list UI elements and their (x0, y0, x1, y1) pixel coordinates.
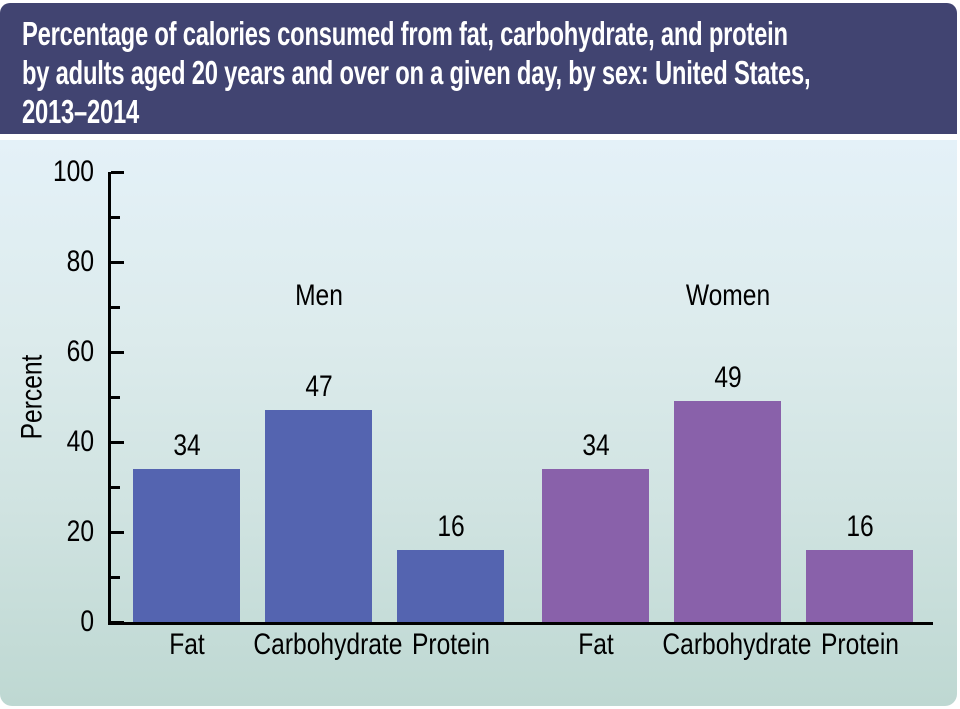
y-major-tick-100 (111, 171, 124, 174)
value-label-men-protein: 16 (436, 510, 465, 543)
bar-men-protein (397, 550, 504, 622)
category-label-women-carbohydrate: Carbohydrate (661, 628, 811, 661)
y-tick-label-0: 0 (80, 605, 94, 638)
y-tick-label-100: 100 (52, 155, 94, 188)
figure-title-line-1: Percentage of calories consumed from fat… (22, 15, 788, 52)
category-label-men-fat: Fat (168, 628, 205, 661)
band-divider (0, 134, 957, 140)
bar-men-fat (133, 469, 240, 622)
chart-panel: Percent 0 20 40 60 80 100 34 Fat 47 Carbohydrate 1… (0, 140, 957, 706)
figure-title-band: Percentage of calories consumed from fat… (0, 3, 957, 134)
y-tick-label-20: 20 (66, 515, 94, 548)
y-major-tick-0 (111, 621, 124, 624)
value-label-men-carbohydrate: 47 (304, 370, 333, 403)
bar-women-fat (542, 469, 649, 622)
y-axis-line (108, 172, 111, 625)
series-label-men: Men (294, 279, 343, 312)
y-major-tick-80 (111, 261, 124, 264)
series-label-women: Women (685, 279, 770, 312)
category-label-men-protein: Protein (411, 628, 490, 661)
y-minor-tick-90 (111, 216, 120, 219)
y-minor-tick-70 (111, 306, 120, 309)
figure-title-line-2: by adults aged 20 years and over on a gi… (22, 54, 811, 91)
bar-women-carbohydrate (674, 401, 781, 622)
y-tick-label-40: 40 (66, 425, 94, 458)
y-minor-tick-10 (111, 576, 120, 579)
value-label-women-protein: 16 (845, 510, 874, 543)
value-label-men-fat: 34 (172, 429, 201, 462)
y-major-tick-40 (111, 441, 124, 444)
y-tick-label-80: 80 (66, 245, 94, 278)
figure-card: Percentage of calories consumed from fat… (0, 3, 957, 706)
y-tick-label-60: 60 (66, 335, 94, 368)
bar-chart: 0 20 40 60 80 100 34 Fat 47 Carbohydrate 16 Protein… (0, 140, 957, 706)
y-major-tick-60 (111, 351, 124, 354)
category-label-women-protein: Protein (820, 628, 899, 661)
value-label-women-fat: 34 (581, 429, 610, 462)
x-axis-line (108, 622, 933, 625)
value-label-women-carbohydrate: 49 (713, 361, 742, 394)
y-major-tick-20 (111, 531, 124, 534)
category-label-women-fat: Fat (577, 628, 614, 661)
figure-title-line-3: 2013–2014 (22, 93, 139, 130)
y-minor-tick-30 (111, 486, 120, 489)
category-label-men-carbohydrate: Carbohydrate (252, 628, 402, 661)
y-minor-tick-50 (111, 396, 120, 399)
bar-women-protein (806, 550, 913, 622)
bar-men-carbohydrate (265, 410, 372, 622)
